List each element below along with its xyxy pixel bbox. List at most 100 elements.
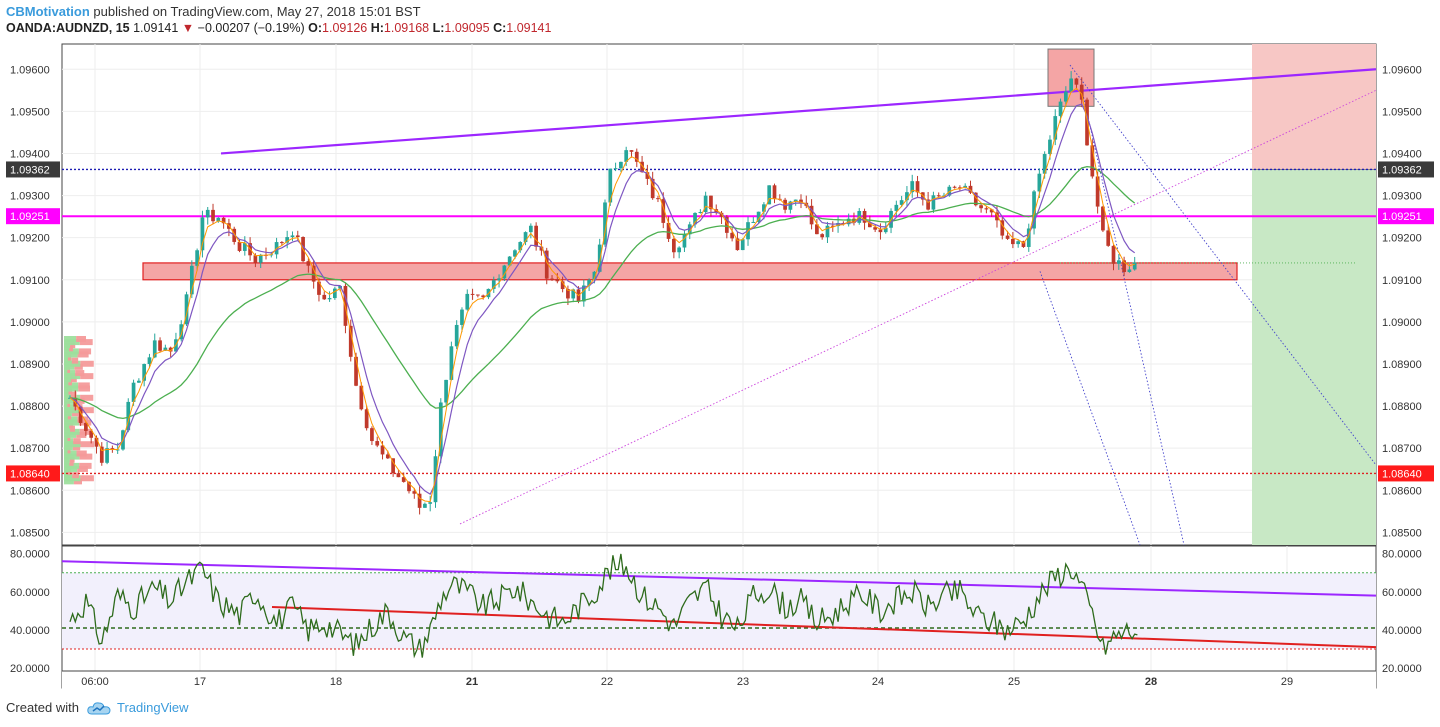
time-tick: 21	[466, 676, 478, 688]
candle-body	[105, 448, 109, 463]
candle-body	[1069, 78, 1073, 92]
volume-profile-bar	[64, 422, 70, 429]
volume-profile-bar	[80, 441, 94, 448]
price-tick-left: 1.08700	[10, 443, 50, 455]
rsi-pane	[61, 553, 1377, 659]
descending-trendline[interactable]	[1039, 271, 1141, 546]
rsi-trendline-red[interactable]	[271, 606, 1377, 649]
volume-profile-bar	[67, 413, 72, 420]
candle-body	[825, 225, 830, 238]
candle-body	[1058, 101, 1063, 117]
candle-body	[995, 212, 999, 221]
candle-body	[200, 217, 205, 251]
volume-profile-bar	[64, 351, 78, 358]
stop-loss-zone[interactable]	[1252, 44, 1376, 170]
volume-profile-bar	[69, 459, 74, 466]
volume-profile-bar	[80, 407, 94, 414]
candle-body	[1132, 262, 1137, 270]
candle-body	[428, 502, 433, 504]
descending-trendline[interactable]	[1081, 90, 1185, 546]
price-tag-left[interactable]	[6, 161, 60, 178]
candle-body	[539, 246, 544, 251]
tradingview-link[interactable]: TradingView	[87, 700, 189, 715]
publisher-name[interactable]: CBMotivation	[6, 4, 90, 19]
rsi-line	[69, 553, 1138, 659]
position-tool[interactable]	[1252, 44, 1376, 545]
price-tag-left-text: 1.09251	[10, 211, 50, 223]
price-tag-left[interactable]	[6, 465, 60, 482]
candle-body	[984, 208, 989, 210]
price-tick-left: 1.08800	[10, 401, 50, 413]
candle-body	[1127, 269, 1132, 273]
volume-profile-bar	[64, 425, 71, 432]
candle-body	[613, 168, 618, 170]
volume-profile-bar	[64, 478, 74, 485]
candle-body	[1016, 241, 1021, 245]
candle-body	[137, 380, 141, 383]
chart-canvas[interactable]: 1.09600 1.09600 1.09500 1.09500 1.09400 1.094…	[0, 0, 1440, 700]
candle-body	[354, 356, 358, 386]
candle-body	[1021, 241, 1026, 247]
price-tick-right: 1.08900	[1382, 359, 1422, 371]
published-text: published on TradingView.com, May 27, 20…	[93, 4, 421, 19]
candle-body	[1011, 238, 1015, 245]
candle-body	[391, 458, 395, 474]
candle-body	[465, 293, 470, 310]
ema-fast-line	[69, 87, 1135, 503]
candle-body	[205, 209, 210, 218]
price-tick-left: 1.08500	[10, 527, 50, 539]
candle-body	[958, 187, 962, 189]
price-tag-right[interactable]	[1378, 465, 1434, 482]
ascending-trendline[interactable]	[459, 89, 1377, 525]
candle-body	[666, 222, 671, 239]
candle-body	[899, 200, 904, 205]
price-tag-right[interactable]	[1378, 208, 1434, 225]
price-tick-left: 1.09500	[10, 106, 50, 118]
candle-body	[1063, 91, 1068, 102]
trendlines[interactable]	[220, 64, 1377, 546]
time-axis[interactable]: 06:00 17 18 21 22 23 24 25 28 29	[62, 670, 1376, 690]
candle-body	[597, 244, 602, 272]
candle-body	[603, 202, 607, 245]
candle-body	[550, 278, 554, 280]
candle-body	[772, 185, 777, 199]
volume-profile-bar	[76, 450, 87, 457]
rsi-trendline-purple[interactable]	[61, 560, 1377, 597]
volume-profile-bar	[76, 431, 87, 438]
price-tag-left-text: 1.08640	[10, 468, 50, 480]
candle-body	[1042, 154, 1047, 174]
volume-profile-bar	[64, 345, 69, 352]
candle-body	[756, 211, 761, 222]
candle-body	[481, 295, 486, 298]
volume-profile-bar	[64, 444, 73, 451]
take-profit-zone[interactable]	[1252, 169, 1376, 545]
candle-body	[295, 235, 300, 237]
price-tick-right: 1.09600	[1382, 64, 1422, 76]
price-axes[interactable]: 1.09600 1.09600 1.09500 1.09500 1.09400 1.094…	[6, 64, 1434, 675]
candle-body	[751, 221, 756, 223]
volume-profile-bar	[64, 379, 69, 386]
price-tag-right[interactable]	[1378, 161, 1434, 178]
volume-profile-bar	[73, 438, 81, 445]
support-zone[interactable]	[142, 262, 1238, 281]
volume-profile-bar	[72, 444, 81, 451]
low-label: L:	[432, 21, 445, 35]
volume-profile-bar	[67, 366, 71, 373]
price-tick-left: 1.08600	[10, 485, 50, 497]
down-arrow-icon: ▼	[181, 21, 195, 35]
candle-body	[883, 227, 888, 233]
resistance-trendline[interactable]	[220, 68, 1377, 155]
candle-body	[380, 445, 385, 455]
candle-body	[1037, 173, 1042, 192]
candle-body	[311, 265, 316, 282]
volume-profile-bar	[68, 388, 73, 395]
candle-body	[523, 232, 528, 243]
price-tag-left[interactable]	[6, 208, 60, 225]
volume-profile-bar	[71, 357, 79, 364]
volume-profile-bar	[64, 376, 72, 383]
candle-body	[370, 428, 374, 442]
tradingview-brand: TradingView	[116, 700, 189, 715]
horizontal-levels[interactable]	[62, 48, 1376, 475]
candle-body	[306, 261, 311, 266]
price-tick-right: 1.08500	[1382, 527, 1422, 539]
